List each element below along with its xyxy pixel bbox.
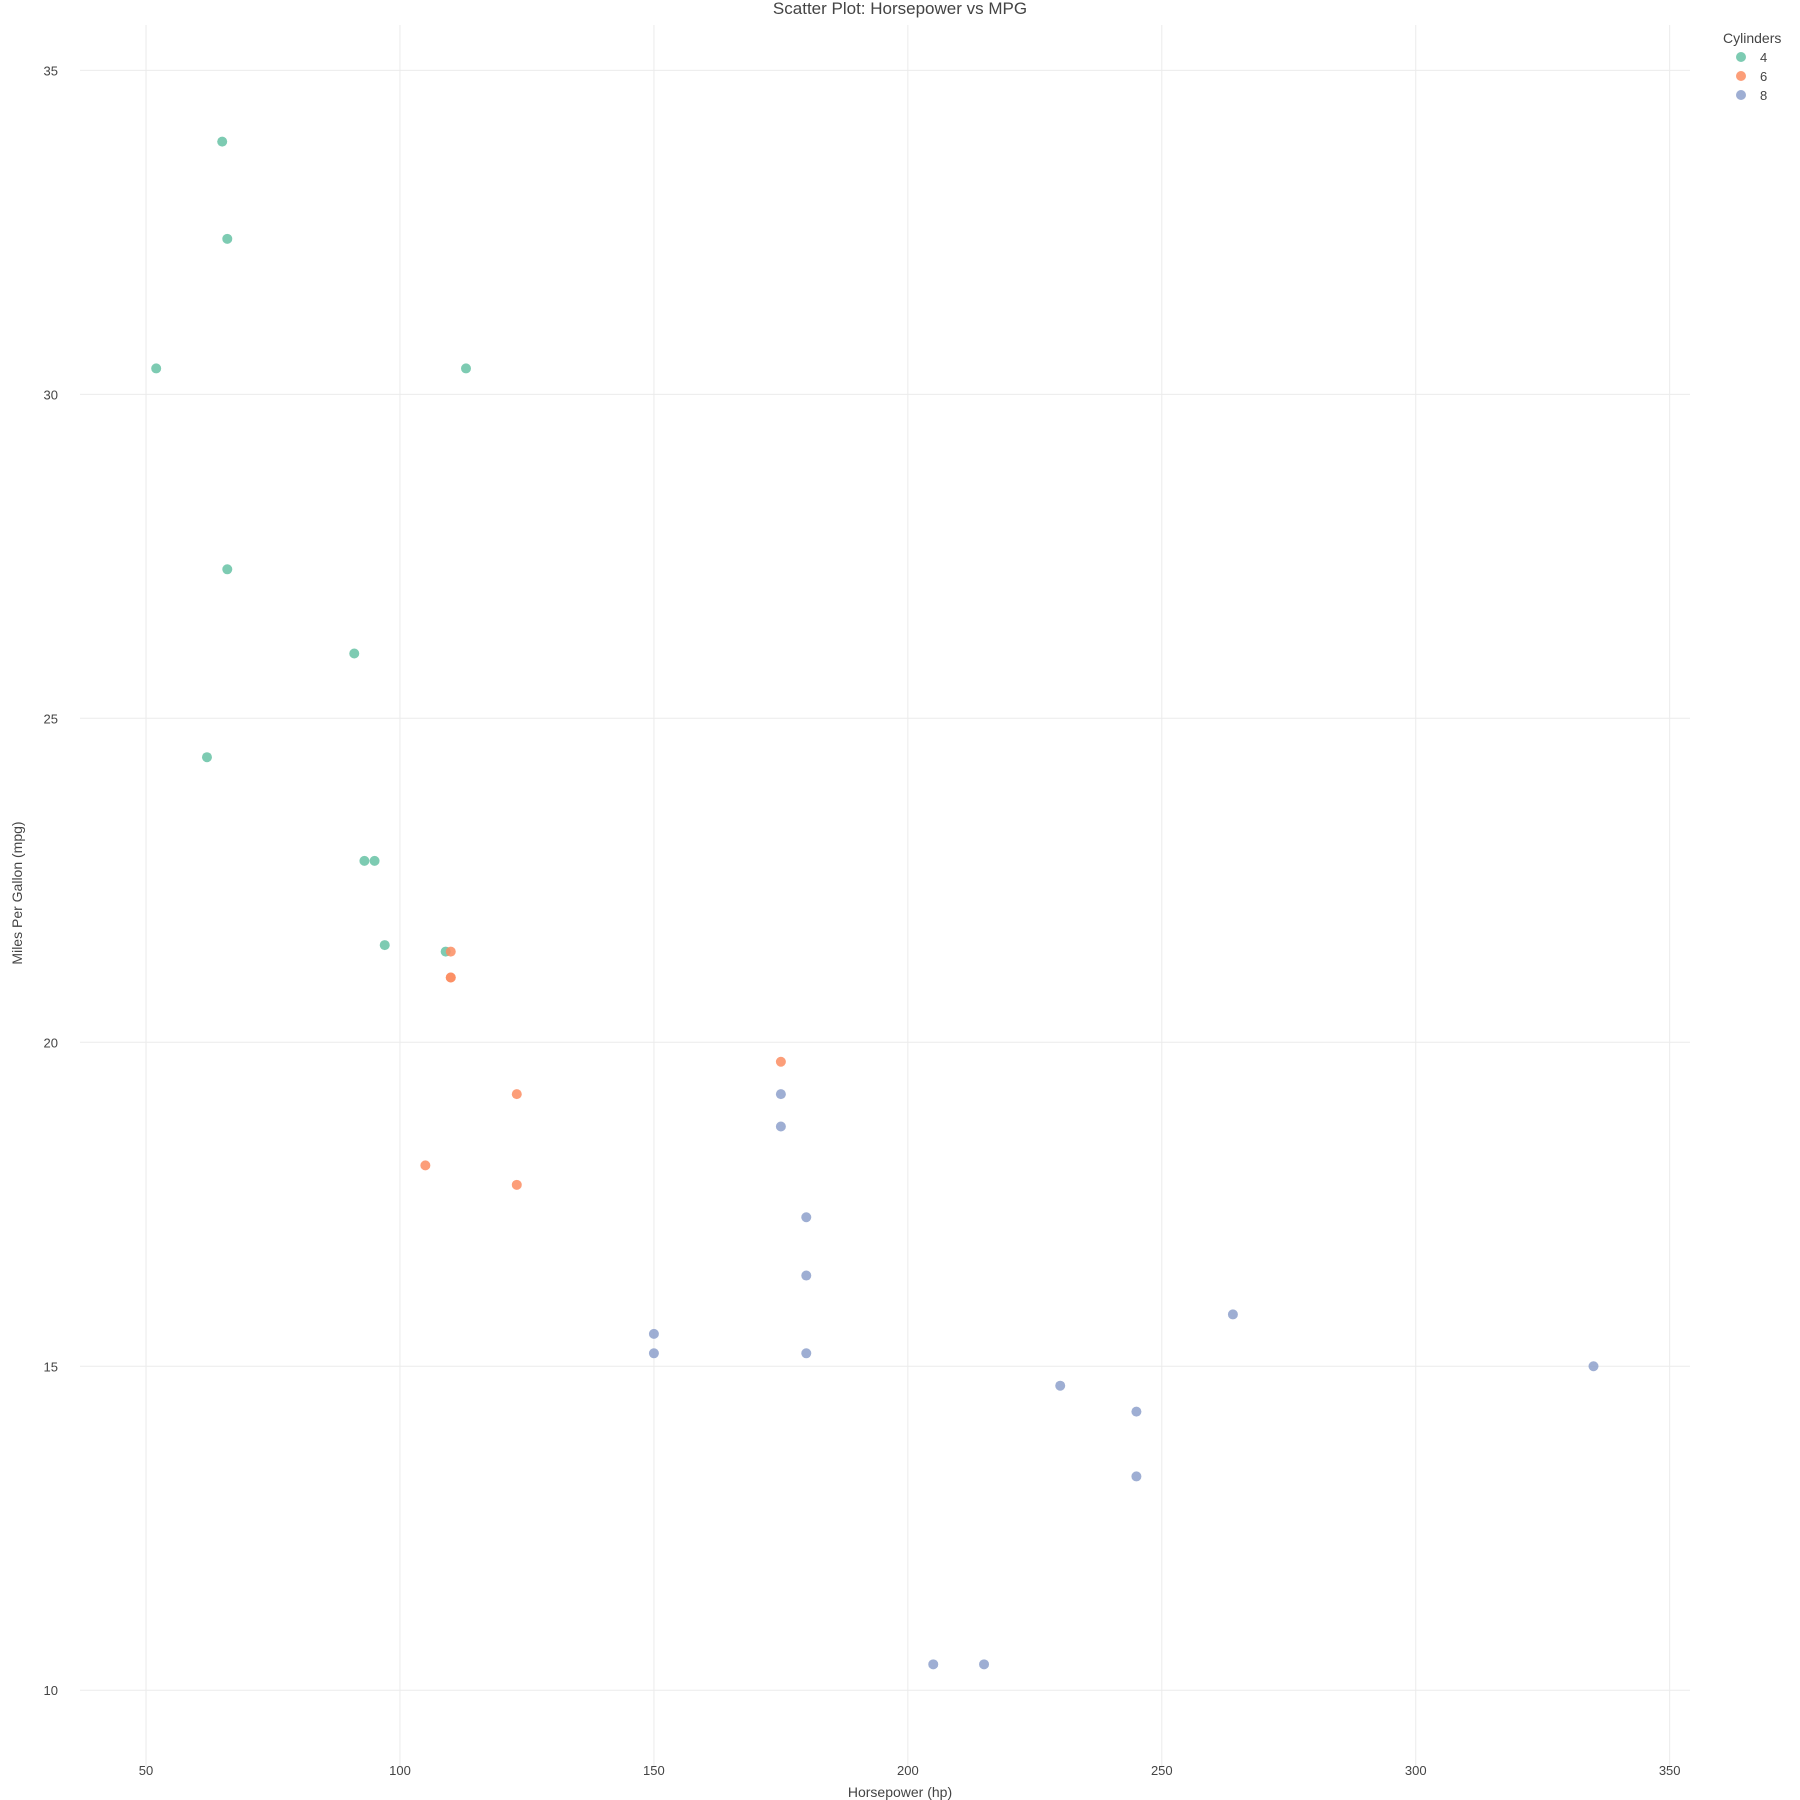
legend-label[interactable]: 8 [1760,88,1767,103]
y-tick-label: 10 [44,1683,58,1698]
y-tick-label: 25 [44,711,58,726]
x-tick-label: 100 [389,1763,411,1778]
y-tick-label: 20 [44,1035,58,1050]
x-axis-ticks: 50 100 150 200 250 300 350 [139,1763,1681,1778]
data-point[interactable] [1588,1361,1599,1372]
chart-title: Scatter Plot: Horsepower vs MPG [773,0,1027,18]
data-point[interactable] [420,1160,431,1171]
data-point[interactable] [648,1348,659,1359]
data-point[interactable] [222,564,233,575]
data-point[interactable] [1131,1471,1142,1482]
data-point[interactable] [379,940,390,951]
y-tick-label: 30 [44,387,58,402]
y-tick-label: 15 [44,1359,58,1374]
data-point[interactable] [349,648,360,659]
legend-marker[interactable] [1736,52,1746,62]
y-axis-ticks: 10 15 20 25 30 35 [44,63,58,1698]
data-point[interactable] [801,1270,812,1281]
data-point[interactable] [445,946,456,957]
data-point[interactable] [460,363,471,374]
x-tick-label: 250 [1151,1763,1173,1778]
data-point[interactable] [928,1659,939,1670]
data-point[interactable] [648,1328,659,1339]
legend-title: Cylinders [1723,30,1781,46]
legend-label[interactable]: 4 [1760,50,1767,65]
x-tick-label: 50 [139,1763,153,1778]
series-6-cylinders [420,946,786,1190]
legend-marker[interactable] [1736,90,1746,100]
data-point[interactable] [511,1179,522,1190]
data-point[interactable] [1131,1406,1142,1417]
series-8-cylinders [648,1089,1599,1670]
data-point[interactable] [775,1121,786,1132]
x-tick-label: 350 [1659,1763,1681,1778]
x-tick-label: 200 [897,1763,919,1778]
x-axis-title: Horsepower (hp) [848,1784,952,1800]
data-point[interactable] [359,855,370,866]
legend-marker[interactable] [1736,71,1746,81]
data-point[interactable] [1055,1380,1066,1391]
data-point[interactable] [201,752,212,763]
legend: Cylinders 4 6 8 [1723,30,1781,103]
data-point[interactable] [222,233,233,244]
legend-items: 4 6 8 [1736,50,1767,103]
legend-label[interactable]: 6 [1760,69,1767,84]
data-point[interactable] [801,1212,812,1223]
data-point[interactable] [369,855,380,866]
data-point[interactable] [217,136,228,147]
x-tick-label: 300 [1405,1763,1427,1778]
y-axis-title: Miles Per Gallon (mpg) [9,821,25,964]
data-point[interactable] [775,1056,786,1067]
y-tick-label: 35 [44,63,58,78]
data-point[interactable] [979,1659,990,1670]
data-points [151,136,1599,1670]
data-point[interactable] [511,1089,522,1100]
x-tick-label: 150 [643,1763,665,1778]
data-point[interactable] [445,972,456,983]
data-point[interactable] [801,1348,812,1359]
series-4-cylinders [151,136,471,957]
data-point[interactable] [1227,1309,1238,1320]
data-point[interactable] [775,1089,786,1100]
data-point[interactable] [151,363,162,374]
grid-lines [80,25,1690,1768]
